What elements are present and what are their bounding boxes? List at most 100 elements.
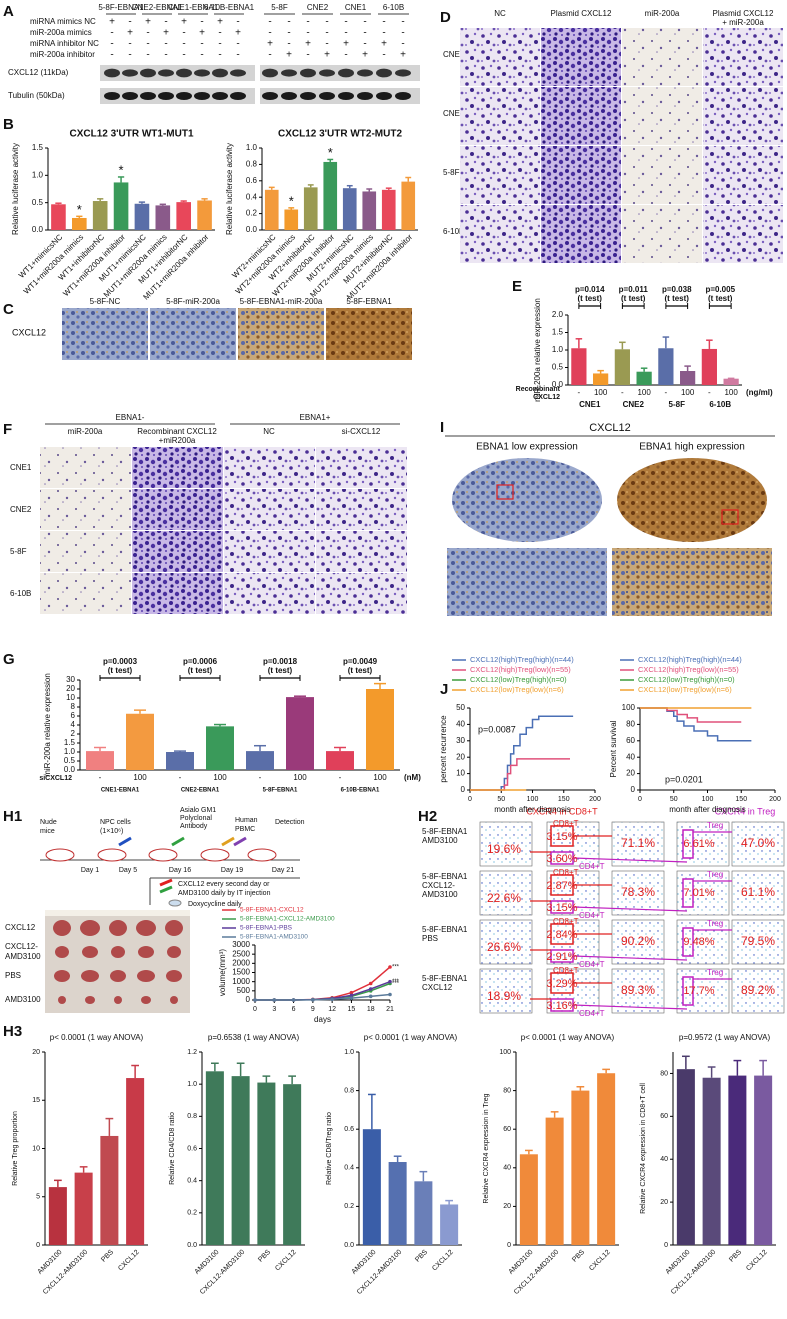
- blot-sign: +: [109, 17, 115, 28]
- blot-sign: -: [200, 39, 203, 50]
- blot-sign: +: [400, 50, 406, 61]
- legend-label: 5-8F-EBNA1-CXCL12: [240, 907, 304, 914]
- ihc-image: [62, 308, 148, 360]
- transwell-image: [622, 146, 702, 204]
- syringe: [118, 836, 132, 847]
- y-axis-label: miR-200a relative expression: [43, 673, 52, 777]
- x-tick-label: -: [621, 388, 624, 397]
- x-tick-label: 6: [292, 1006, 296, 1013]
- legend-label: CXCL12(low)Treg(high)(n=0): [470, 675, 567, 684]
- x-tick-label: 100: [373, 773, 387, 782]
- x-tick-label: 21: [386, 1006, 394, 1013]
- blot-sign: -: [128, 50, 131, 61]
- y-tick-label: 40: [660, 1156, 668, 1163]
- blot-sign: +: [199, 28, 205, 39]
- bar: [440, 1204, 459, 1245]
- p-value: (t test): [108, 666, 133, 675]
- mouse: [97, 848, 127, 862]
- y-tick-label: 1.5: [552, 328, 564, 337]
- zoom-image: [447, 548, 607, 616]
- blot-sign: +: [286, 50, 292, 61]
- y-tick-label: 0.2: [246, 209, 258, 218]
- x-tick-label: 0: [638, 796, 642, 803]
- x-tick-label: 12: [328, 1006, 336, 1013]
- blot-sign: -: [306, 28, 309, 39]
- diagram-text: Asialo GM1: [180, 807, 216, 814]
- legend-label: CXCL12(high)Treg(high)(n=44): [470, 655, 574, 664]
- point: [349, 996, 354, 1000]
- p-value: (t test): [188, 666, 213, 675]
- blot-sign: -: [344, 28, 347, 39]
- diagram-text: CXCL12 every second day or: [178, 881, 270, 888]
- bar: [48, 1187, 67, 1245]
- p-value: (t test): [578, 294, 603, 303]
- blot-band: [212, 68, 228, 78]
- y-tick-label: 20: [32, 1049, 40, 1056]
- y-tick-label: 0: [36, 1242, 40, 1249]
- y-tick-label: 40: [626, 752, 635, 761]
- x-tick-label: 15: [348, 1006, 356, 1013]
- group-label: 5-8F: [669, 400, 686, 409]
- bar: [701, 348, 717, 385]
- panel-label: E: [512, 278, 522, 295]
- group-label: 5-8F-EBNA1: [263, 788, 298, 794]
- bar: [126, 1078, 145, 1245]
- blot-band: [176, 92, 192, 100]
- gate-label: Treg: [707, 919, 723, 928]
- day-label: Day 21: [272, 867, 294, 874]
- gate-label: CD4+T: [579, 862, 605, 871]
- blot-band: [300, 92, 316, 100]
- blot-band: [104, 68, 120, 78]
- panel-label: A: [3, 3, 14, 20]
- p-value: (t test): [665, 294, 690, 303]
- tissue-section: [452, 458, 602, 542]
- row-label: 5-8F-EBNA1: [422, 827, 468, 836]
- y-tick-label: 0: [664, 1242, 668, 1249]
- blot-band: [281, 69, 297, 77]
- line: [640, 707, 752, 742]
- blot-sign: -: [110, 50, 113, 61]
- blot-sign: -: [325, 17, 328, 28]
- row-label: CXCL12: [5, 923, 36, 932]
- row-label: 5-8F: [10, 547, 27, 556]
- y-tick-label: 80: [503, 1087, 511, 1094]
- x-tick-label: 3: [272, 1006, 276, 1013]
- blot-sign: -: [363, 28, 366, 39]
- x-tick-label: 150: [735, 796, 747, 803]
- blot-group: CNE2-EBNA1: [132, 3, 183, 12]
- transwell-image: [541, 205, 621, 263]
- blot-band: [300, 68, 316, 78]
- blot-band: [357, 69, 373, 77]
- bar: [264, 189, 279, 230]
- blot-sign: -: [287, 39, 290, 50]
- blot-band: [176, 68, 192, 78]
- column-label: 5-8F-EBNA1-miR-200a: [240, 297, 323, 306]
- tumor: [55, 946, 69, 958]
- row-label: CNE2: [10, 505, 32, 514]
- y-tick-label: 1.2: [187, 1049, 197, 1056]
- blot-row-label: miR-200a inhibitor: [30, 50, 95, 59]
- transwell-image: [132, 531, 223, 572]
- tumor: [166, 970, 182, 982]
- point: [330, 997, 334, 1002]
- mouse: [45, 848, 75, 862]
- syringe: [221, 836, 235, 847]
- p-value: p=0.011: [619, 285, 649, 294]
- blot-sign: +: [235, 28, 241, 39]
- point: [253, 998, 257, 1002]
- y-tick-label: 500: [237, 986, 251, 995]
- blot-sign: +: [181, 17, 187, 28]
- transwell-image: [40, 531, 131, 572]
- p-value: p=0.0018: [263, 657, 298, 666]
- column-label: miR-200a: [68, 427, 103, 436]
- blot-sign: -: [401, 28, 404, 39]
- blot-sign: -: [382, 50, 385, 61]
- y-tick-label: 0.2: [344, 1203, 354, 1210]
- p-value: p=0.0006: [183, 657, 218, 666]
- legend-label: 5-8F-EBNA1-AMD3100: [240, 934, 308, 941]
- group-label: CNE1-EBNA1: [101, 788, 140, 794]
- blot-sign: -: [128, 17, 131, 28]
- gate: [682, 878, 694, 908]
- percent-label: 2.91%: [546, 951, 577, 963]
